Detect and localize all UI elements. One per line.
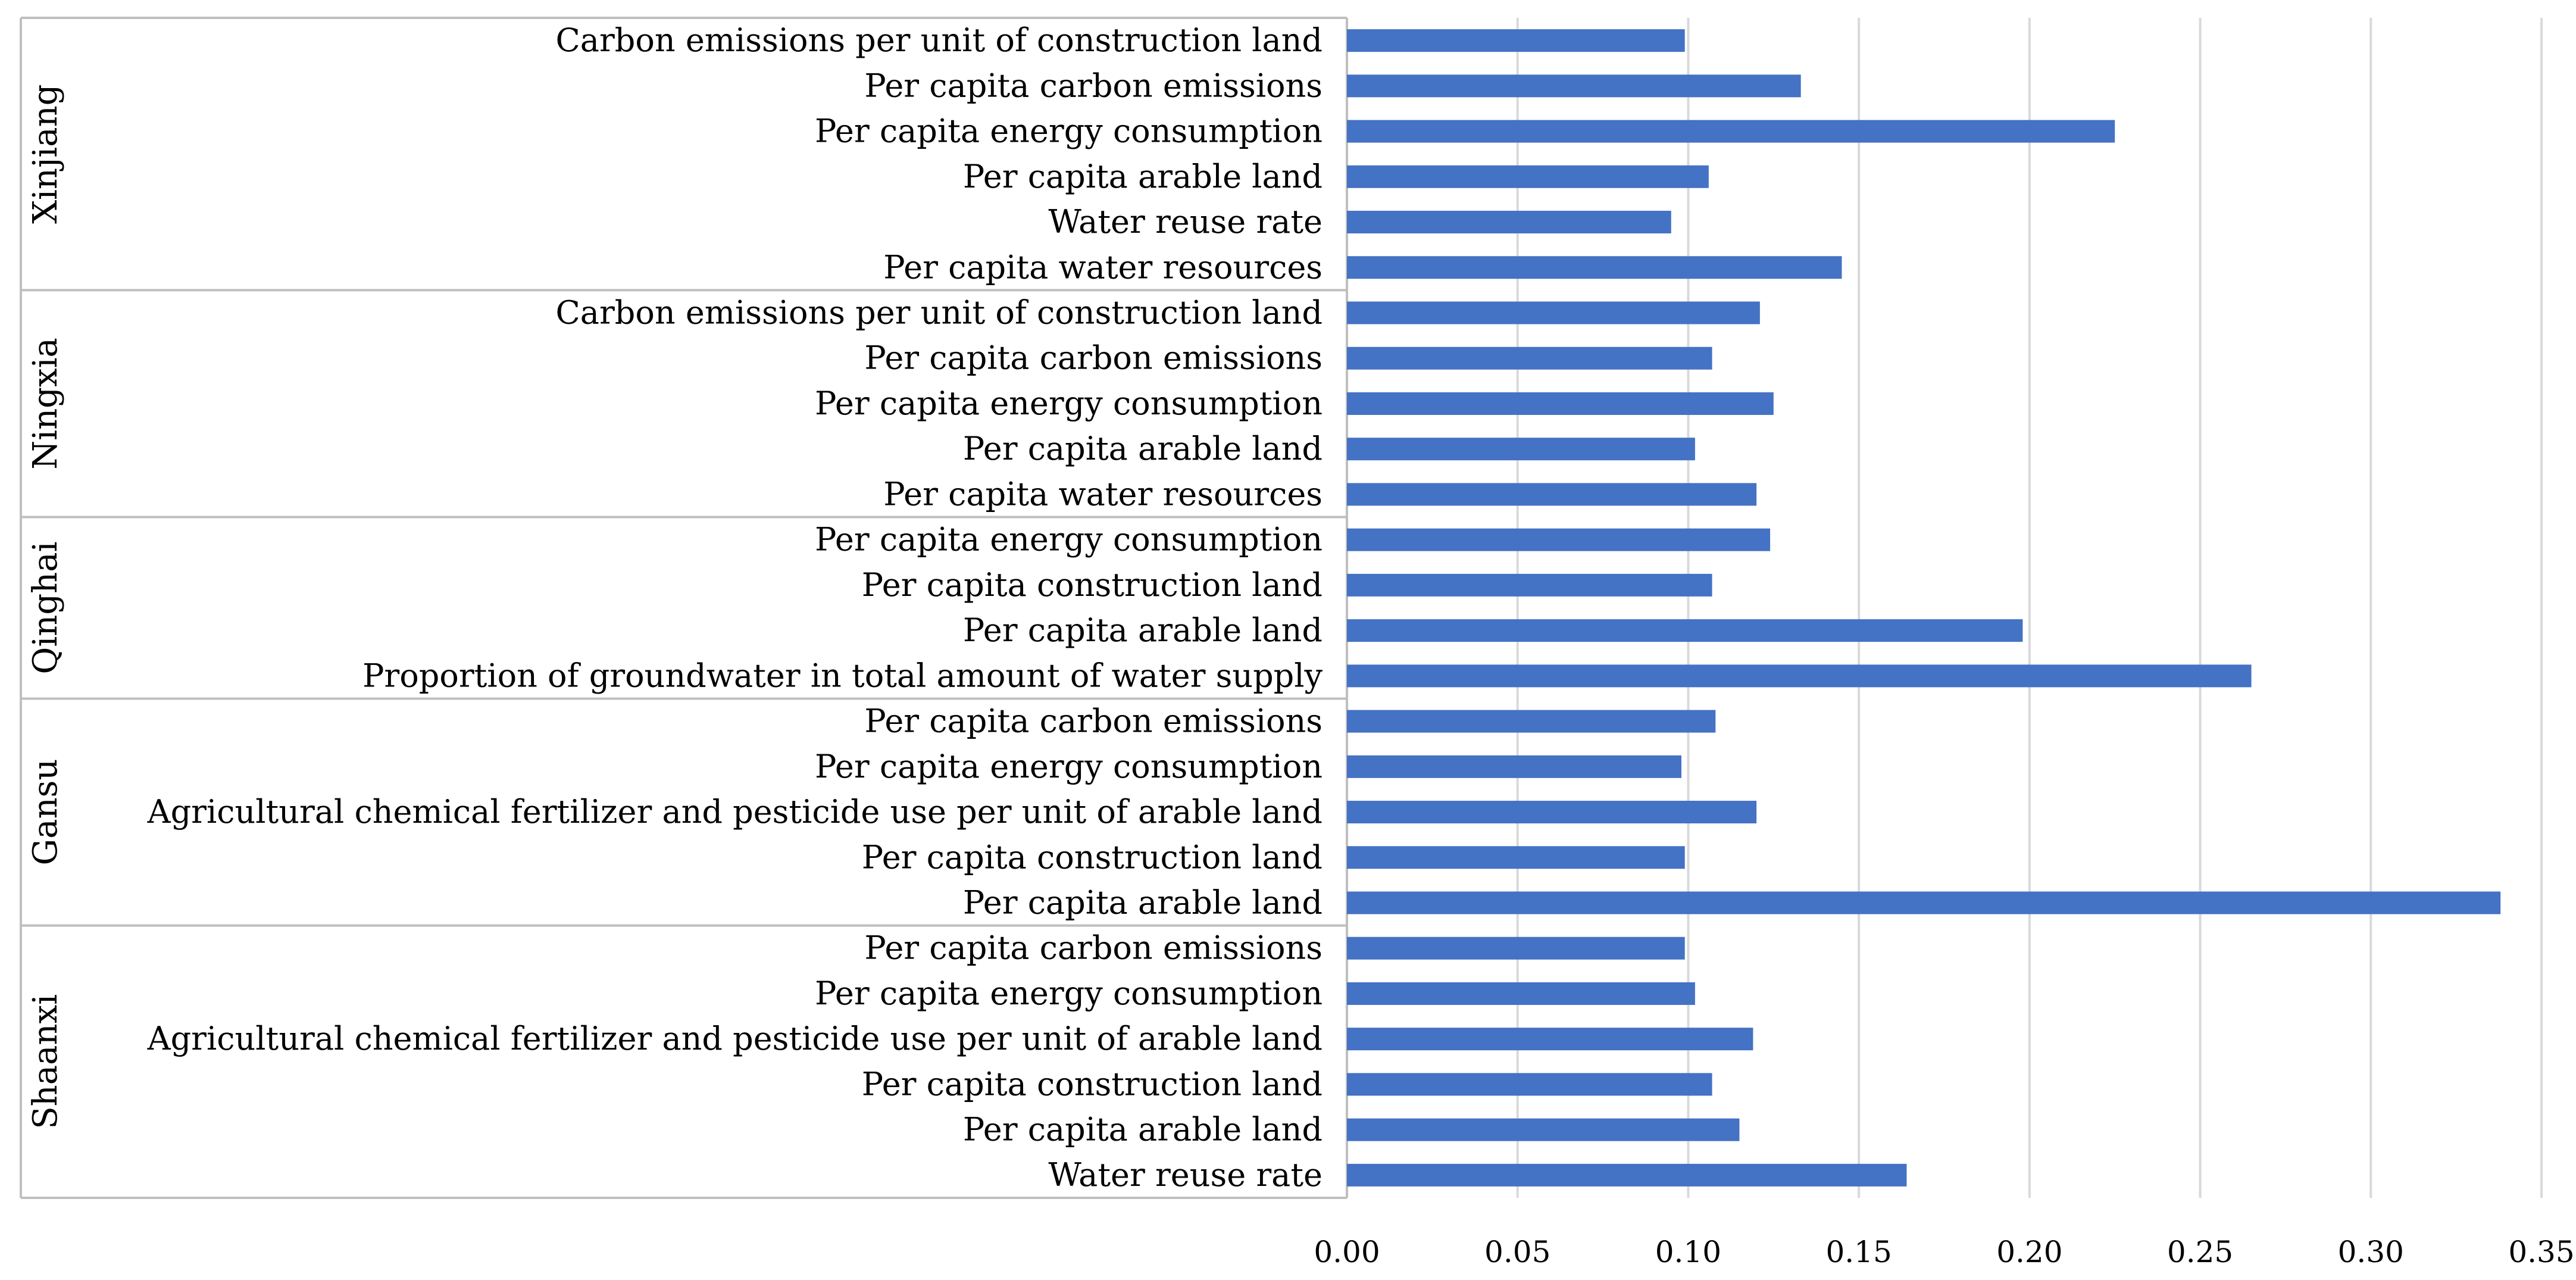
- category-label: Per capita arable land: [963, 1111, 1323, 1148]
- bar: [1347, 1118, 1740, 1141]
- bar: [1347, 982, 1695, 1005]
- gridlines: [1346, 18, 2543, 1198]
- category-label: Per capita carbon emissions: [864, 703, 1323, 740]
- bar: [1347, 573, 1712, 597]
- group-label: Xinjiang: [26, 84, 65, 223]
- category-label: Per capita energy consumption: [815, 521, 1323, 558]
- bar: [1347, 846, 1685, 869]
- group-label: Gansu: [26, 759, 65, 866]
- category-labels: Carbon emissions per unit of constructio…: [147, 21, 1323, 1194]
- category-label: Per capita water resources: [883, 475, 1323, 513]
- group-frame: [20, 17, 1348, 1199]
- category-label: Per capita carbon emissions: [864, 339, 1323, 377]
- bar: [1347, 29, 1685, 52]
- category-label: Water reuse rate: [1048, 1156, 1323, 1194]
- group-label: Shaanxi: [26, 994, 65, 1129]
- bar: [1347, 801, 1757, 824]
- bar: [1347, 528, 1771, 551]
- x-tick-label: 0.25: [2167, 1235, 2233, 1269]
- category-label: Proportion of groundwater in total amoun…: [362, 657, 1323, 694]
- bar: [1347, 483, 1757, 506]
- category-label: Per capita carbon emissions: [864, 929, 1323, 967]
- category-label: Per capita water resources: [883, 248, 1323, 286]
- category-label: Per capita arable land: [963, 884, 1323, 922]
- x-tick-label: 0.30: [2338, 1235, 2404, 1269]
- x-tick-label: 0.20: [1996, 1235, 2062, 1269]
- bar: [1347, 891, 2501, 914]
- category-label: Carbon emissions per unit of constructio…: [555, 21, 1323, 59]
- x-axis-ticks: 0.00 0.05 0.10 0.15 0.20 0.25 0.30 0.35: [1314, 1235, 2574, 1269]
- category-label: Per capita arable land: [963, 430, 1323, 467]
- category-label: Per capita energy consumption: [815, 385, 1323, 422]
- x-tick-label: 0.35: [2508, 1235, 2574, 1269]
- bar: [1347, 211, 1671, 234]
- category-label: Water reuse rate: [1048, 203, 1323, 241]
- x-tick-label: 0.15: [1825, 1235, 1892, 1269]
- bar: [1347, 301, 1760, 324]
- category-label: Carbon emissions per unit of constructio…: [555, 294, 1323, 332]
- category-label: Per capita construction land: [862, 566, 1323, 604]
- bar: [1347, 664, 2252, 688]
- bars: [1347, 29, 2501, 1187]
- bar: [1347, 438, 1695, 461]
- category-label: Per capita energy consumption: [815, 113, 1323, 150]
- bar: [1347, 1163, 1907, 1187]
- category-label: Per capita carbon emissions: [864, 67, 1323, 104]
- category-label: Per capita arable land: [963, 611, 1323, 649]
- bar: [1347, 755, 1681, 778]
- x-tick-label: 0.00: [1314, 1235, 1380, 1269]
- group-label: Ningxia: [26, 338, 65, 470]
- group-label: Qinghai: [26, 541, 65, 674]
- x-tick-label: 0.10: [1655, 1235, 1721, 1269]
- bar: [1347, 619, 2023, 642]
- category-label: Per capita arable land: [963, 158, 1323, 195]
- category-label: Per capita construction land: [862, 838, 1323, 876]
- group-labels: Xinjiang Ningxia Qinghai Gansu Shaanxi: [26, 84, 65, 1129]
- bar: [1347, 256, 1842, 279]
- bar: [1347, 1073, 1712, 1096]
- bar: [1347, 346, 1712, 370]
- category-label: Agricultural chemical fertilizer and pes…: [147, 793, 1323, 831]
- category-label: Per capita energy consumption: [815, 748, 1323, 785]
- category-label: Agricultural chemical fertilizer and pes…: [147, 1020, 1323, 1057]
- x-tick-label: 0.05: [1484, 1235, 1550, 1269]
- category-label: Per capita construction land: [862, 1065, 1323, 1103]
- bar: [1347, 120, 2115, 143]
- bar: [1347, 1028, 1753, 1051]
- bar: [1347, 936, 1685, 960]
- bar: [1347, 165, 1709, 188]
- bar: [1347, 74, 1801, 98]
- category-label: Per capita energy consumption: [815, 975, 1323, 1012]
- bar: [1347, 392, 1774, 415]
- bar: [1347, 710, 1716, 733]
